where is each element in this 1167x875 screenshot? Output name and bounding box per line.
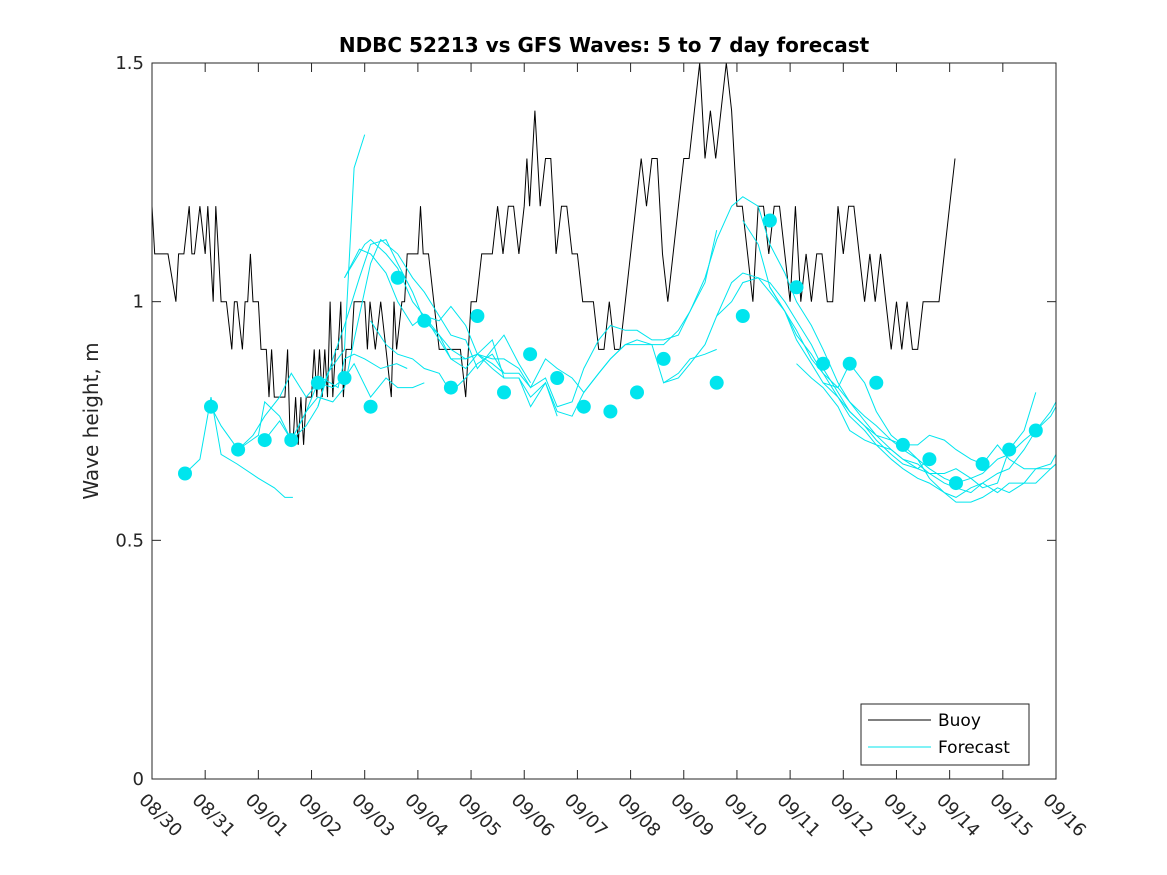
y-tick-label: 1.5 [115, 53, 144, 74]
forecast-marker [204, 399, 218, 414]
plot-area [152, 63, 1056, 779]
forecast-marker [735, 309, 750, 323]
forecast-marker [310, 375, 325, 390]
forecast-marker [949, 476, 963, 491]
forecast-marker [497, 385, 511, 400]
forecast-line-17 [822, 382, 1056, 470]
y-tick-label: 0 [133, 769, 144, 790]
forecast-marker [178, 466, 192, 481]
forecast-line-1 [184, 397, 293, 498]
forecast-marker [550, 371, 565, 385]
forecast-line-10 [424, 229, 718, 408]
forecast-line-13 [716, 277, 1056, 494]
chart-title: NDBC 52213 vs GFS Waves: 5 to 7 day fore… [339, 33, 870, 57]
forecast-marker [284, 433, 299, 448]
forecast-marker [1002, 442, 1017, 457]
forecast-marker [922, 452, 937, 467]
forecast-marker [231, 442, 246, 457]
forecast-marker [975, 457, 990, 471]
forecast-line-16 [796, 363, 1037, 489]
forecast-marker [895, 437, 910, 452]
forecast-marker [842, 356, 857, 371]
legend: Buoy Forecast [860, 703, 1030, 766]
legend-label-forecast: Forecast [938, 738, 1010, 758]
forecast-marker [337, 371, 352, 385]
forecast-marker [257, 433, 272, 448]
forecast-marker [523, 347, 538, 362]
buoy-series [152, 63, 956, 446]
buoy-line [152, 63, 956, 446]
forecast-line-9 [370, 320, 717, 394]
forecast-line-3 [237, 362, 425, 451]
y-axis: 0 0.5 1 1.5 [115, 53, 1056, 790]
forecast-marker [709, 375, 724, 390]
forecast-marker [470, 309, 485, 323]
forecast-marker [443, 380, 458, 395]
forecast-marker [869, 375, 884, 390]
forecast-marker [816, 356, 831, 371]
forecast-line-5 [290, 238, 532, 441]
axes-box [151, 62, 1057, 780]
y-axis-label: Wave height, m [79, 342, 103, 499]
forecast-marker [789, 280, 804, 295]
forecast-marker [417, 313, 432, 328]
forecast-marker [1028, 423, 1043, 438]
legend-box [860, 703, 1030, 766]
y-tick-label: 1 [133, 292, 144, 313]
forecast-marker [390, 270, 405, 285]
forecast-marker [576, 399, 591, 414]
forecast-marker [630, 385, 644, 400]
forecast-line-12 [663, 272, 930, 470]
y-tick-label: 0.5 [115, 530, 144, 551]
forecast-marker [363, 399, 378, 414]
legend-label-buoy: Buoy [938, 711, 981, 731]
forecast-marker [762, 213, 777, 228]
forecast-marker [656, 351, 671, 366]
forecast-marker [603, 404, 618, 419]
forecast-markers [178, 213, 1043, 491]
